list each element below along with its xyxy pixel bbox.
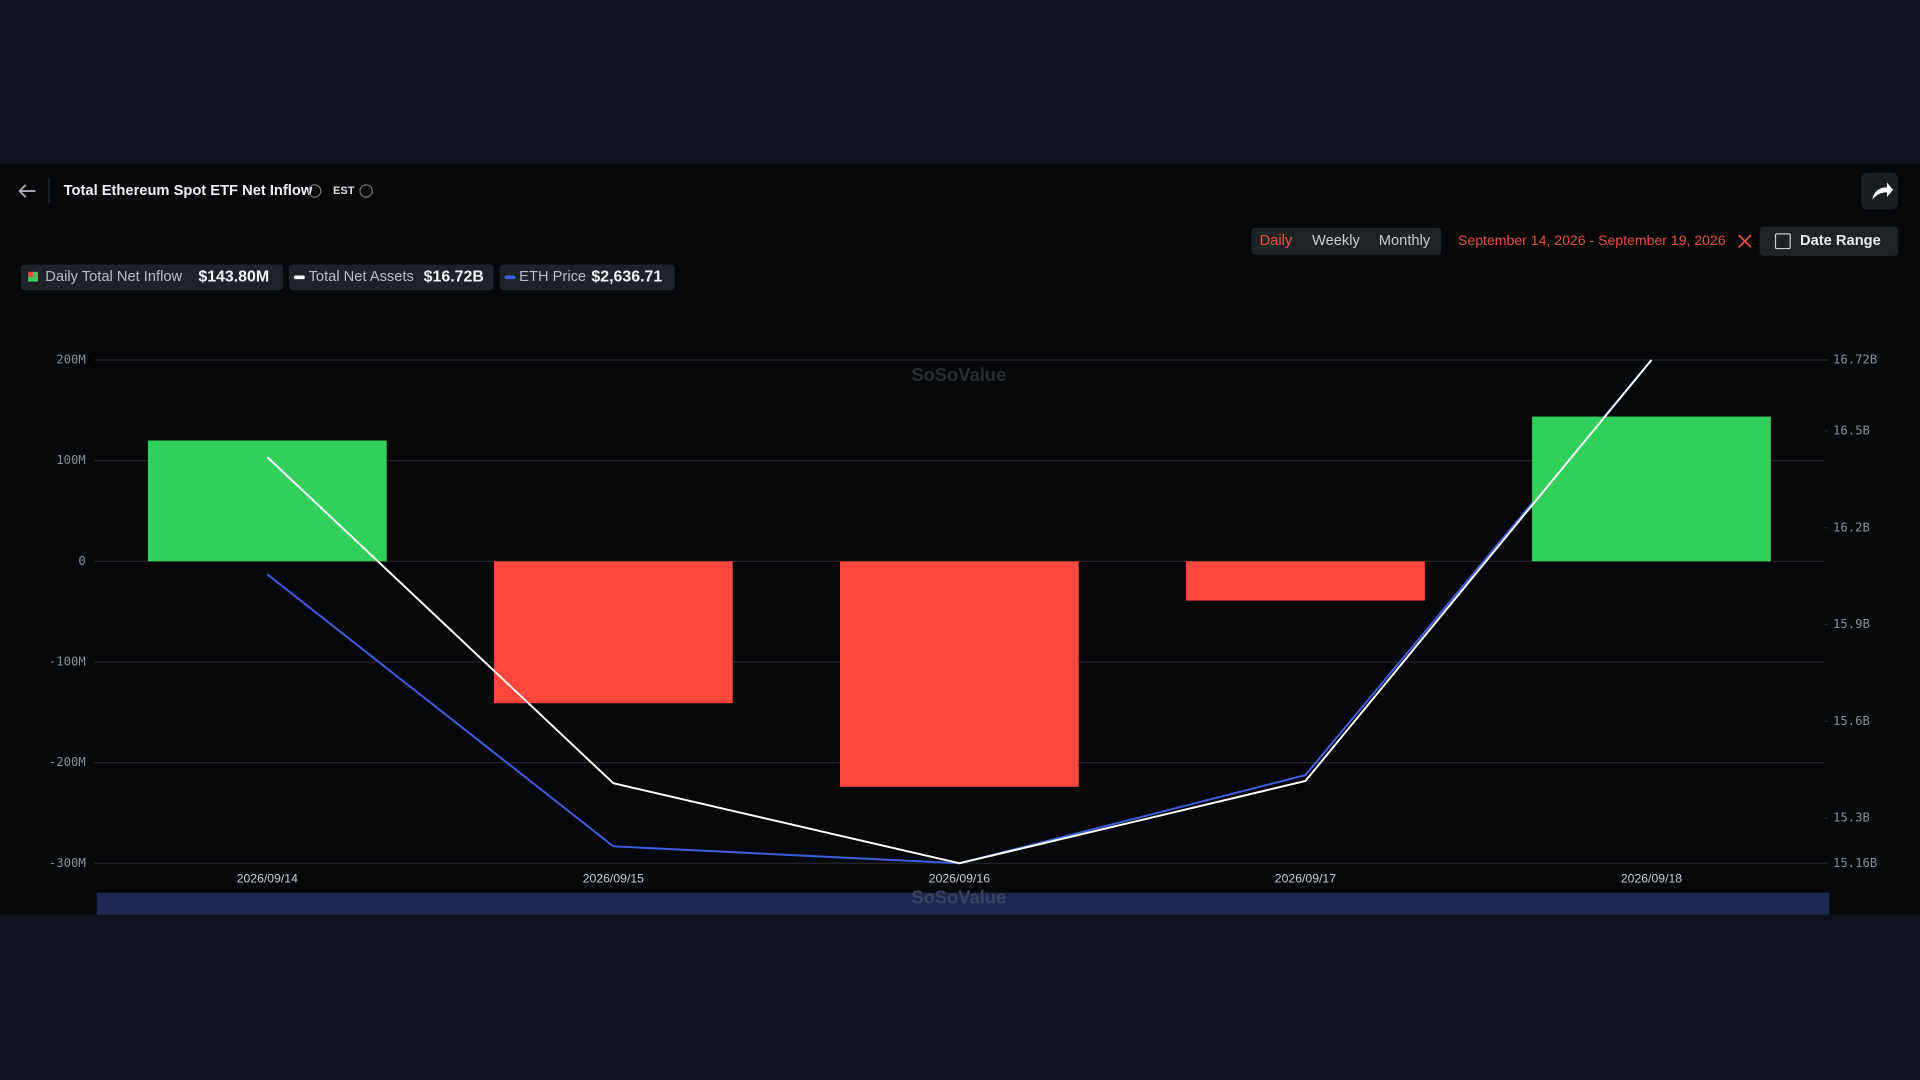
legend-swatch: [504, 275, 516, 280]
y2-tick-label: 16.72B: [1833, 353, 1877, 367]
date-range-text: September 14, 2026 - September 19, 2026: [1458, 232, 1726, 248]
y-tick-label: -100M: [49, 654, 86, 668]
y2-tick-label: 16.5B: [1833, 423, 1870, 437]
y2-tick-label: 15.6B: [1833, 714, 1870, 728]
y2-tick-label: 15.3B: [1833, 811, 1870, 825]
legend-label: ETH Price: [519, 269, 586, 285]
bar: [493, 561, 733, 704]
period-group: [1251, 227, 1442, 255]
bar: [1532, 416, 1771, 562]
bar: [840, 561, 1079, 787]
share-button[interactable]: [1861, 172, 1898, 210]
line: [266, 359, 1653, 865]
back-button[interactable]: [18, 184, 36, 198]
date-range-label: Date Range: [1800, 233, 1881, 249]
y-tick-label: -200M: [49, 755, 86, 769]
legend-swatch: [293, 275, 305, 280]
y2-tick-label: 15.16B: [1833, 856, 1877, 870]
clear-button[interactable]: [1738, 234, 1752, 248]
bar: [1186, 561, 1425, 601]
calendar-icon: [1774, 233, 1791, 250]
legend-swatch: [33, 271, 38, 277]
watermark: SoSoValue: [911, 887, 1006, 908]
y-tick-label: 100M: [56, 453, 85, 467]
legend-value: $16.72B: [424, 269, 484, 286]
period-button[interactable]: Weekly: [1312, 233, 1361, 249]
legend-value: $143.80M: [198, 269, 269, 286]
timezone: EST: [333, 185, 355, 197]
x-tick-label: 2026/09/14: [237, 871, 298, 885]
period-button[interactable]: Daily: [1260, 233, 1293, 249]
bar: [147, 440, 387, 562]
title: Total Ethereum Spot ETF Net Inflow: [64, 183, 313, 199]
info-icon[interactable]: [307, 184, 322, 198]
plot: 200M 100M 0 -100M -200M -300M 16.72B 16.5B 16.2B…: [49, 353, 1877, 886]
zoom-slider[interactable]: [96, 892, 1830, 915]
legend-swatch: [28, 276, 38, 282]
legend: Daily Total Net Inflow $143.80M Total Net …: [20, 264, 675, 291]
legend-swatch: [28, 271, 34, 277]
y2-tick-label: 15.9B: [1833, 617, 1870, 631]
legend-value: $2,636.71: [591, 269, 662, 286]
x-tick-label: 2026/09/16: [929, 871, 990, 885]
y-tick-label: 200M: [56, 353, 85, 367]
y-tick-label: -300M: [49, 856, 86, 870]
watermark: SoSoValue: [911, 364, 1006, 385]
x-tick-label: 2026/09/15: [583, 871, 644, 885]
x-tick-label: 2026/09/18: [1621, 871, 1682, 885]
info-icon[interactable]: [359, 184, 373, 198]
x-tick-label: 2026/09/17: [1275, 871, 1336, 885]
legend-label: Total Net Assets: [309, 269, 414, 285]
y2-tick-label: 16.2B: [1833, 520, 1870, 534]
legend-label: Daily Total Net Inflow: [45, 269, 182, 285]
y-tick-label: 0: [78, 554, 85, 568]
period-button[interactable]: Monthly: [1379, 233, 1431, 249]
date-range-button[interactable]: [1759, 226, 1898, 256]
